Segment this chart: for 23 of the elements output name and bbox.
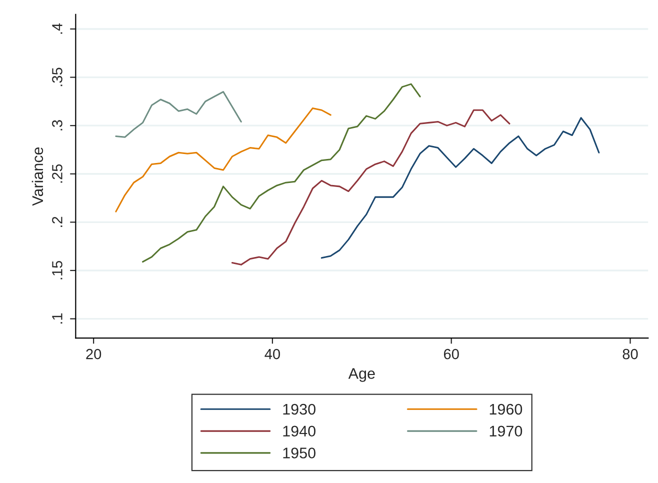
y-tick-label: .25 — [52, 164, 62, 183]
x-tick-label: 60 — [444, 348, 459, 360]
line-series — [115, 107, 332, 212]
y-tick-label: .15 — [52, 260, 62, 280]
line-series — [231, 109, 510, 266]
y-tick-label: .3 — [52, 120, 62, 130]
x-tick-label: 20 — [86, 348, 102, 360]
line-series — [320, 117, 600, 259]
line-series — [142, 83, 421, 263]
x-tick-label: 40 — [264, 348, 280, 360]
x-tick-label: 80 — [622, 348, 638, 360]
legend-label: 1950 — [283, 448, 316, 458]
legend-label: 1940 — [283, 426, 316, 437]
line-series — [115, 91, 242, 138]
legend-label: 1970 — [490, 426, 522, 437]
y-tick-label: .4 — [52, 23, 62, 34]
x-axis-title: Age — [348, 368, 375, 382]
y-tick-label: .2 — [52, 216, 62, 227]
y-tick-label: .35 — [52, 68, 62, 86]
legend-label: 1960 — [490, 404, 522, 415]
legend-label: 1930 — [283, 404, 316, 415]
y-axis-title: Variance — [32, 147, 44, 206]
y-tick-label: .1 — [52, 313, 62, 324]
